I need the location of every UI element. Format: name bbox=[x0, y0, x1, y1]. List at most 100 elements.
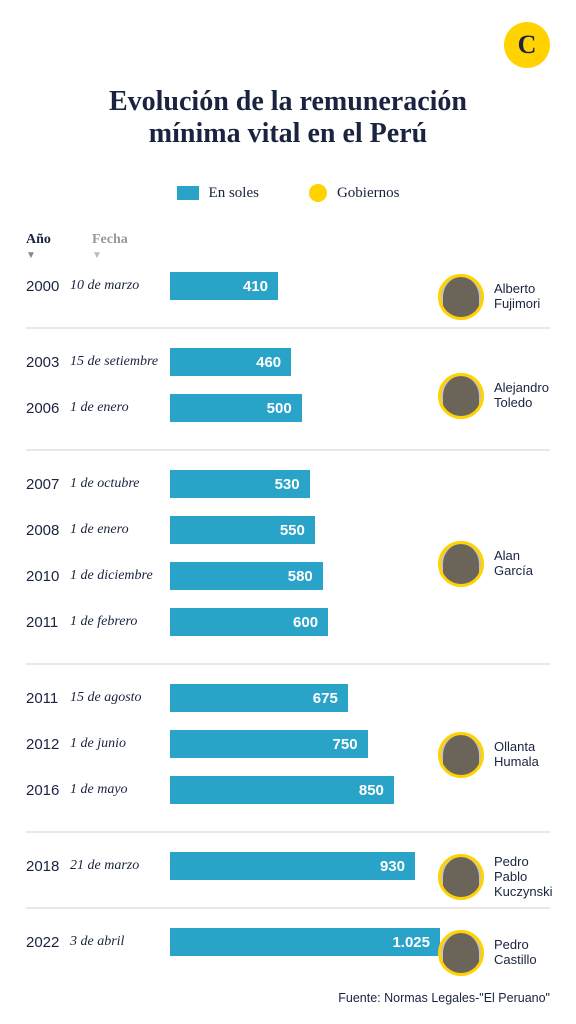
value-bar: 675 bbox=[170, 684, 348, 712]
president-block: OllantaHumala bbox=[438, 732, 556, 778]
value-bar: 850 bbox=[170, 776, 394, 804]
president-block: AlejandroToledo bbox=[438, 373, 556, 419]
year-label: 2003 bbox=[26, 354, 70, 371]
chart-body: 200010 de marzo410AlbertoFujimori200315 … bbox=[26, 267, 550, 983]
title-line-2: mínima vital en el Perú bbox=[149, 118, 427, 149]
year-label: 2012 bbox=[26, 736, 70, 753]
president-portrait bbox=[438, 732, 484, 778]
person-icon bbox=[443, 277, 479, 317]
bar-track: 550 bbox=[170, 516, 440, 544]
bar-track: 850 bbox=[170, 776, 440, 804]
bar-track: 1.025 bbox=[170, 928, 440, 956]
year-label: 2022 bbox=[26, 934, 70, 951]
legend: En soles Gobiernos bbox=[26, 184, 550, 202]
bar-track: 750 bbox=[170, 730, 440, 758]
year-label: 2008 bbox=[26, 522, 70, 539]
president-group: 201821 de marzo930 PedroPabloKuczynski bbox=[26, 847, 550, 909]
bar-track: 460 bbox=[170, 348, 440, 376]
chevron-down-icon: ▼ bbox=[92, 250, 102, 261]
title-line-1: Evolución de la remuneración bbox=[109, 86, 467, 117]
header-year: Año bbox=[26, 232, 70, 248]
value-bar: 750 bbox=[170, 730, 368, 758]
bar-track: 675 bbox=[170, 684, 440, 712]
date-label: 1 de diciembre bbox=[70, 568, 170, 584]
date-label: 15 de setiembre bbox=[70, 354, 170, 370]
bar-track: 530 bbox=[170, 470, 440, 498]
year-label: 2000 bbox=[26, 278, 70, 295]
person-icon bbox=[443, 544, 479, 584]
date-label: 21 de marzo bbox=[70, 858, 170, 874]
column-headers: Año Fecha bbox=[26, 232, 550, 248]
header-chevrons: ▼ ▼ bbox=[26, 250, 550, 261]
data-row: 201115 de agosto675 bbox=[26, 679, 550, 717]
swatch-blue bbox=[177, 186, 199, 200]
president-name: AlanGarcía bbox=[494, 549, 533, 579]
page-title: Evolución de la remuneración mínima vita… bbox=[26, 86, 550, 150]
legend-soles: En soles bbox=[177, 184, 259, 202]
year-label: 2010 bbox=[26, 568, 70, 585]
president-group: 20071 de octubre530 20081 de enero550 2010… bbox=[26, 465, 550, 665]
person-icon bbox=[443, 735, 479, 775]
president-block: AlanGarcía bbox=[438, 541, 556, 587]
bar-track: 600 bbox=[170, 608, 440, 636]
value-bar: 600 bbox=[170, 608, 328, 636]
data-row: 20071 de octubre530 bbox=[26, 465, 550, 503]
infographic-container: C Evolución de la remuneración mínima vi… bbox=[0, 0, 576, 1023]
president-group: 200315 de setiembre460 20061 de enero500 A… bbox=[26, 343, 550, 451]
date-label: 1 de enero bbox=[70, 522, 170, 538]
bar-track: 500 bbox=[170, 394, 440, 422]
president-name: OllantaHumala bbox=[494, 740, 539, 770]
president-name: PedroPabloKuczynski bbox=[494, 855, 553, 900]
year-label: 2006 bbox=[26, 400, 70, 417]
legend-gobiernos: Gobiernos bbox=[309, 184, 400, 202]
president-name: PedroCastillo bbox=[494, 938, 537, 968]
president-block: AlbertoFujimori bbox=[438, 274, 556, 320]
date-label: 15 de agosto bbox=[70, 690, 170, 706]
value-bar: 1.025 bbox=[170, 928, 440, 956]
year-label: 2011 bbox=[26, 614, 70, 631]
year-label: 2011 bbox=[26, 690, 70, 707]
year-label: 2016 bbox=[26, 782, 70, 799]
year-label: 2007 bbox=[26, 476, 70, 493]
source-line: Fuente: Normas Legales-"El Peruano" bbox=[26, 991, 550, 1005]
bar-track: 930 bbox=[170, 852, 440, 880]
date-label: 1 de mayo bbox=[70, 782, 170, 798]
date-label: 3 de abril bbox=[70, 934, 170, 950]
bar-track: 580 bbox=[170, 562, 440, 590]
value-bar: 550 bbox=[170, 516, 315, 544]
legend-gobiernos-label: Gobiernos bbox=[337, 185, 400, 202]
president-portrait bbox=[438, 854, 484, 900]
date-label: 1 de junio bbox=[70, 736, 170, 752]
date-label: 1 de octubre bbox=[70, 476, 170, 492]
president-portrait bbox=[438, 373, 484, 419]
president-portrait bbox=[438, 274, 484, 320]
president-block: PedroPabloKuczynski bbox=[438, 854, 556, 900]
president-group: 201115 de agosto675 20121 de junio750 2016… bbox=[26, 679, 550, 833]
president-portrait bbox=[438, 541, 484, 587]
president-group: 200010 de marzo410 AlbertoFujimori bbox=[26, 267, 550, 329]
value-bar: 930 bbox=[170, 852, 415, 880]
year-label: 2018 bbox=[26, 858, 70, 875]
bar-track: 410 bbox=[170, 272, 440, 300]
value-bar: 410 bbox=[170, 272, 278, 300]
president-block: PedroCastillo bbox=[438, 930, 556, 976]
value-bar: 460 bbox=[170, 348, 291, 376]
president-name: AlbertoFujimori bbox=[494, 282, 540, 312]
header-date: Fecha bbox=[92, 232, 128, 248]
publisher-logo: C bbox=[504, 22, 550, 68]
swatch-yellow bbox=[309, 184, 327, 202]
date-label: 1 de enero bbox=[70, 400, 170, 416]
logo-row: C bbox=[26, 22, 550, 68]
person-icon bbox=[443, 376, 479, 416]
date-label: 1 de febrero bbox=[70, 614, 170, 630]
chevron-down-icon: ▼ bbox=[26, 250, 70, 261]
value-bar: 580 bbox=[170, 562, 323, 590]
president-group: 20223 de abril1.025 PedroCastillo bbox=[26, 923, 550, 983]
legend-soles-label: En soles bbox=[209, 185, 259, 202]
date-label: 10 de marzo bbox=[70, 278, 170, 294]
person-icon bbox=[443, 933, 479, 973]
value-bar: 530 bbox=[170, 470, 310, 498]
person-icon bbox=[443, 857, 479, 897]
data-row: 20111 de febrero600 bbox=[26, 603, 550, 641]
president-name: AlejandroToledo bbox=[494, 381, 549, 411]
